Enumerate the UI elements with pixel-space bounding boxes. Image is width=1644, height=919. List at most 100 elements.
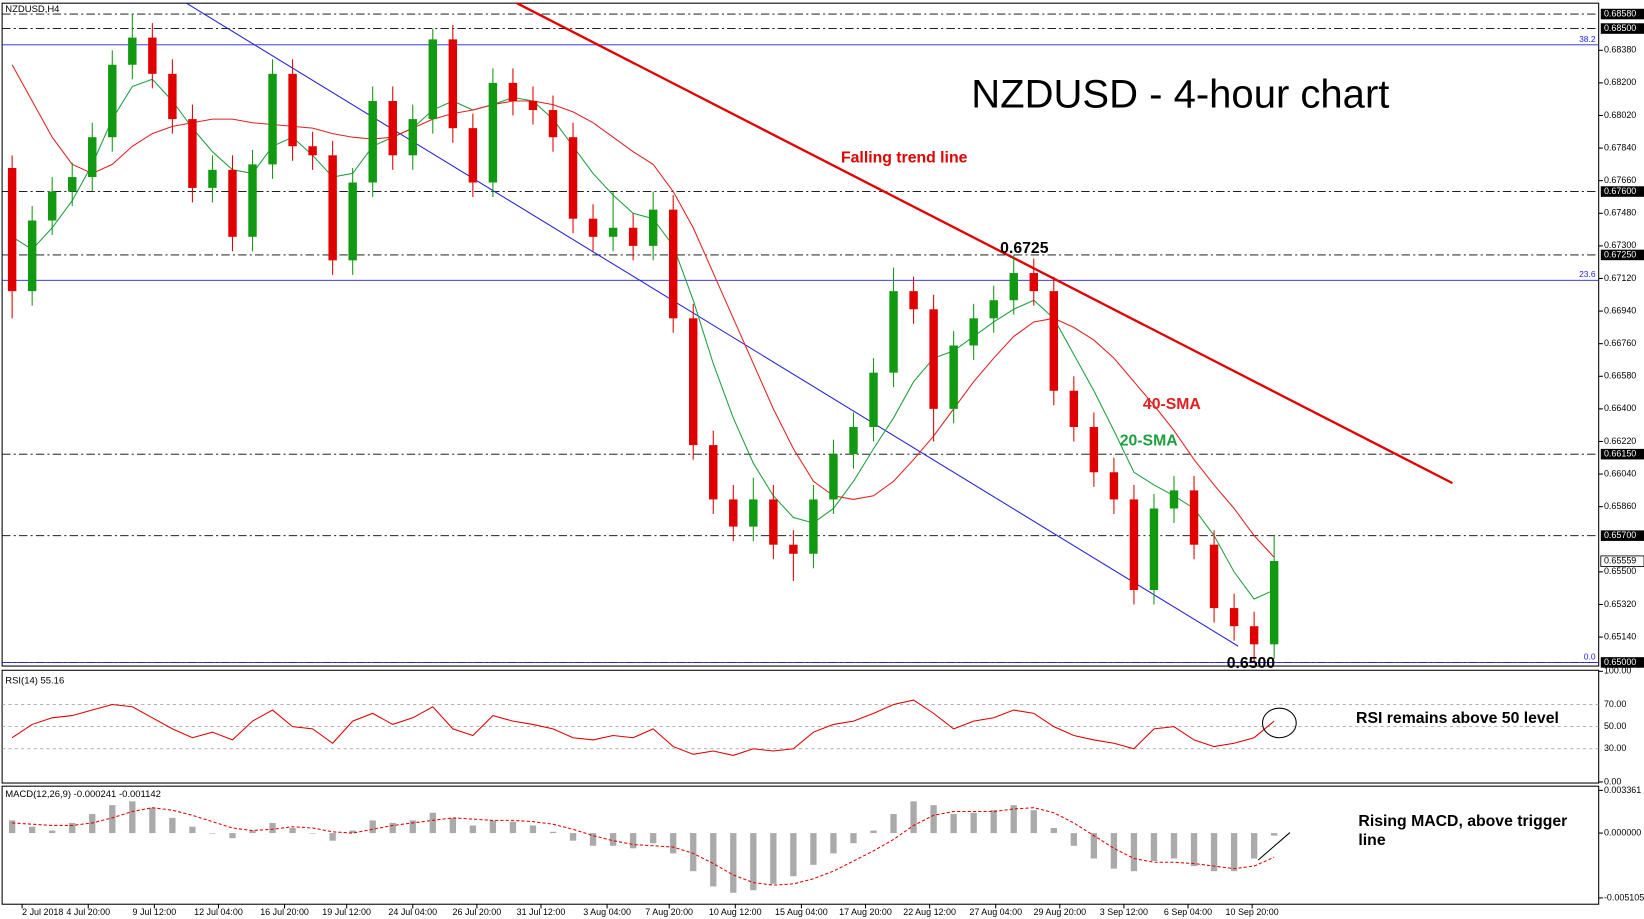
candle-body [729,499,738,527]
macd-bar [629,833,637,849]
x-tick-label: 16 Jul 20:00 [260,907,309,917]
candle-body [1049,291,1059,391]
macd-bar [309,833,316,834]
macd-bar [710,833,717,887]
macd-bar [109,805,116,834]
candle-body [288,73,297,147]
macd-tick-label: -0.005105 [1604,892,1644,902]
chart-title: NZDUSD - 4-hour chart [971,73,1389,117]
candle-body [1029,273,1038,292]
candle-body [1089,426,1099,473]
candle-body [829,454,838,500]
price-box [1600,555,1644,567]
macd-bar [670,833,677,854]
candle-body [7,167,17,292]
macd-bar [189,826,196,834]
candle-body [969,318,978,346]
candle-body [608,227,618,237]
macd-bar [810,833,817,865]
candle-body [909,291,918,310]
candle-body [849,426,858,455]
y-tick-label: 0.67300 [1604,240,1636,250]
candle-body [749,499,758,527]
level-box [1600,530,1644,541]
candle-body [709,445,718,500]
candle-body [1229,608,1239,627]
level-label: 0.67600 [1604,186,1636,196]
candle-body [1109,472,1119,500]
x-tick-label: 2 Jul 2018 [22,907,63,917]
y-tick-label: 0.67120 [1604,273,1636,283]
macd-bar [890,814,897,834]
y-tick-label: 0.66220 [1604,436,1636,446]
candle-body [1009,273,1018,301]
level-box [1600,186,1644,197]
macd-bar [990,810,997,834]
rsi-tick-label: 50.00 [1604,721,1626,731]
macd-bar [1110,833,1118,869]
macd-label: MACD(12,26,9) -0.000241 -0.001142 [5,789,161,800]
panel-frame [1,785,1600,905]
level-box [1600,8,1644,20]
candle-body [128,37,137,65]
y-tick-label: 0.65320 [1604,599,1636,609]
macd-bar [1230,833,1238,872]
x-tick-label: 4 Jul 20:00 [66,907,110,917]
candle-body [47,191,57,221]
candle-body [468,128,478,183]
candle-body [148,37,157,74]
macd-annotation: line [1358,832,1385,849]
x-tick-label: 3 Sep 12:00 [1100,907,1148,917]
macd-bar [1130,833,1138,872]
x-tick-label: 15 Aug 04:00 [775,907,828,917]
macd-bar [8,820,16,834]
macd-bar [49,830,56,834]
candle-body [1069,390,1079,427]
level-label: 0.65000 [1604,657,1636,667]
candle-body [488,82,498,183]
macd-bar [690,833,697,872]
macd-bar [1270,833,1278,836]
candle-body [568,137,578,219]
y-tick-label: 0.68020 [1604,110,1636,120]
rsi-tick-label: 0.00 [1604,776,1621,786]
y-tick-label: 0.66400 [1604,403,1636,413]
level-label: 0.68580 [1604,8,1636,18]
macd-bar [149,807,156,834]
candle-body [1209,544,1219,609]
x-tick-label: 7 Aug 20:00 [645,907,693,917]
candle-body [248,164,257,237]
fib-label: 38.2 [1579,34,1596,44]
candle-body [508,82,518,101]
rsi-tick-label: 100.00 [1604,666,1631,676]
sma-line [11,64,1275,558]
x-tick-label: 27 Aug 04:00 [969,907,1022,917]
candle-body [228,169,237,237]
macd-bar [129,801,136,834]
candle-body [929,309,938,409]
candle-body [27,220,37,292]
macd-bar [229,833,236,839]
y-tick-label: 0.68200 [1604,77,1636,87]
candle-body [1269,561,1279,645]
macd-bar [529,825,537,834]
rsi-tick-label: 70.00 [1604,699,1626,709]
y-tick-label: 0.66040 [1604,468,1636,478]
x-tick-label: 10 Aug 12:00 [709,907,762,917]
macd-tick-label: 0.000000 [1604,827,1641,837]
y-tick-label: 0.66760 [1604,338,1636,348]
level-label: 0.65700 [1604,530,1636,540]
macd-bar [589,833,597,846]
macd-bar [1170,833,1178,859]
y-tick-label: 0.67840 [1604,142,1636,152]
candle-body [548,110,558,138]
candle-body [428,39,438,120]
macd-bar [469,825,477,834]
panel-frame [1,2,1600,667]
macd-annotation: Rising MACD, above trigger [1358,813,1567,830]
macd-bar [1010,805,1017,834]
macd-bar [730,833,737,893]
macd-bar [169,817,176,834]
